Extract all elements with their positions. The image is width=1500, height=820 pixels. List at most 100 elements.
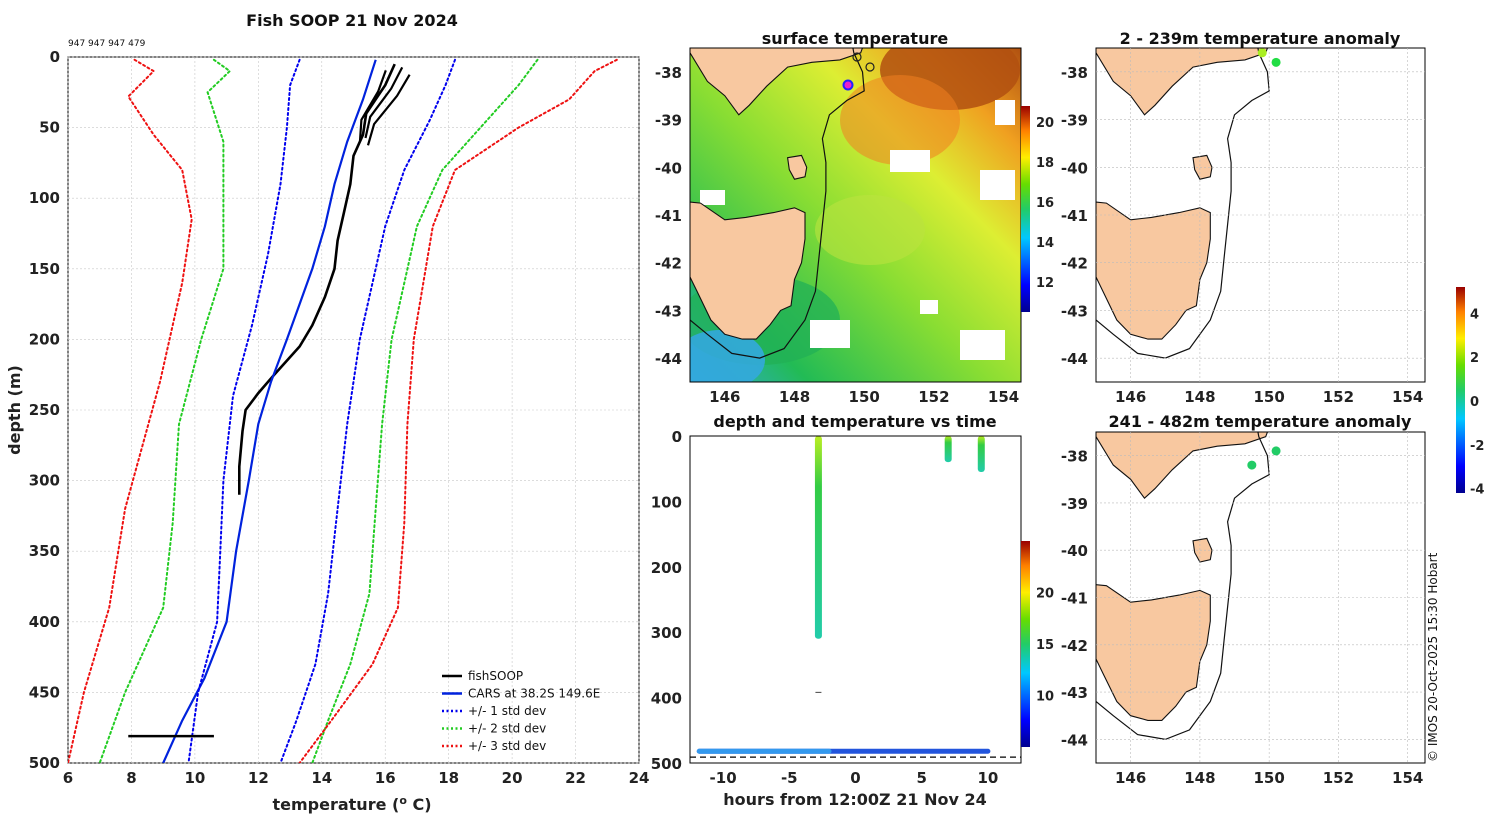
profile-series-3-upper [311, 58, 539, 763]
a1-anomaly-point-1 [1271, 57, 1281, 67]
sst-xtick: 150 [849, 388, 880, 406]
sst-mid-eddy [815, 195, 925, 265]
legend-label-2: +/- 1 std dev [468, 704, 546, 718]
anomaly-colorbar: 4 2 0 -2 -4 [1456, 287, 1484, 498]
sst-warm-eddy [840, 75, 960, 165]
profile-fishsoop-trace-1 [358, 70, 387, 142]
profile-xtick: 10 [184, 769, 205, 787]
a1-anomaly-point-0 [1257, 48, 1267, 58]
sst-xtick: 152 [918, 388, 949, 406]
profile-xtick: 16 [375, 769, 396, 787]
a2-ytick: -42 [1061, 637, 1088, 655]
anomaly-panel-1: 2 - 239m temperature anomaly 146 148 150 15… [1061, 29, 1426, 406]
profile-xlabel: temperature (o C) [272, 794, 431, 814]
sst-ytick: -38 [655, 64, 682, 82]
time-xtick: 5 [916, 769, 926, 787]
time-ytick: 300 [651, 624, 682, 642]
profile-title: Fish SOOP 21 Nov 2024 [246, 11, 458, 30]
time-xtick: 10 [977, 769, 998, 787]
time-cast-0 [814, 436, 822, 639]
credit-text: © IMOS 20-Oct-2025 15:30 Hobart [1426, 552, 1440, 762]
profile-xtick: 18 [438, 769, 459, 787]
sst-cast-marker-2 [865, 62, 875, 72]
a1-ytick: -39 [1061, 112, 1088, 130]
a1-tasmania [1096, 201, 1211, 340]
profile-ytick: 50 [39, 119, 60, 137]
sst-ytick: -42 [655, 255, 682, 273]
sst-xtick: 148 [779, 388, 810, 406]
a1-xtick: 146 [1115, 388, 1146, 406]
time-ytick: 500 [651, 755, 682, 773]
anomaly-colorbar-tick: 0 [1470, 395, 1479, 410]
sst-current-position [842, 79, 854, 91]
profile-xtick: 6 [63, 769, 73, 787]
time-marks [689, 435, 1022, 764]
time-xtick: 0 [850, 769, 860, 787]
time-ytick: 100 [651, 493, 682, 511]
profile-xtick: 22 [565, 769, 586, 787]
sst-tasmania [690, 201, 806, 340]
sst-land [690, 48, 865, 359]
anomaly-panel-2: 241 - 482m temperature anomaly 146 148 150… [1061, 412, 1426, 787]
sst-colorbar: 12 14 16 18 20 [1021, 106, 1054, 312]
sst-ytick: -39 [655, 112, 682, 130]
sst-cloud-gaps [700, 100, 1015, 360]
profile-subtitle: 947 947 947 479 [68, 39, 146, 49]
profile-series-0 [238, 63, 396, 495]
profile-xtick: 12 [248, 769, 269, 787]
a1-xtick: 150 [1254, 388, 1285, 406]
profile-panel: Fish SOOP 21 Nov 2024 947 947 947 479 6 8… [5, 11, 649, 814]
anomaly1-map [1096, 48, 1281, 359]
anomaly2-map [1096, 432, 1281, 741]
a1-shelf-contour [1096, 48, 1270, 359]
anomaly2-title: 241 - 482m temperature anomaly [1109, 412, 1412, 431]
time-ytick: 200 [651, 559, 682, 577]
profile-ytick: 500 [29, 754, 60, 772]
profile-legend: fishSOOP CARS at 38.2S 149.6E +/- 1 std de… [442, 669, 600, 753]
anomaly-colorbar-tick: -4 [1470, 483, 1484, 498]
profile-fishsoop-trace-2 [366, 74, 411, 146]
profile-series-4 [68, 58, 193, 763]
a1-xtick: 152 [1323, 388, 1354, 406]
sst-xtick: 146 [709, 388, 740, 406]
a2-ytick: -40 [1061, 542, 1088, 560]
legend-label-0: fishSOOP [468, 669, 523, 683]
profile-ytick: 150 [29, 260, 60, 278]
a2-xtick: 154 [1392, 769, 1423, 787]
time-plot-area [690, 436, 1021, 763]
a1-xtick: 148 [1184, 388, 1215, 406]
sst-ticks: 146 148 150 152 154 -38 -39 -40 -41 -42 -43 -44 [655, 64, 1019, 406]
sst-cast-marker-1 [852, 52, 862, 62]
a1-ytick: -44 [1061, 350, 1088, 368]
profile-ytick: 400 [29, 613, 60, 631]
sst-title: surface temperature [762, 29, 949, 48]
profile-series-3 [98, 58, 232, 763]
time-colorbar-gradient [1021, 541, 1030, 747]
a2-ytick: -44 [1061, 731, 1088, 749]
a2-anomaly-point-0 [1247, 460, 1257, 470]
profile-xtick: 14 [311, 769, 332, 787]
profile-series [68, 58, 618, 763]
sst-flinders-island [786, 154, 808, 180]
time-depth-panel: depth and temperature vs time -10 -5 0 5 100… [651, 412, 1054, 809]
a2-xtick: 150 [1254, 769, 1285, 787]
a2-ytick: -41 [1061, 590, 1088, 608]
profile-xtick: 24 [629, 769, 650, 787]
sst-ytick: -40 [655, 159, 682, 177]
time-ytick: 400 [651, 690, 682, 708]
time-colorbar-tick: 10 [1036, 690, 1054, 705]
legend-label-3: +/- 2 std dev [468, 722, 546, 736]
time-colorbar-tick: 20 [1036, 587, 1054, 602]
profile-ytick: 250 [29, 401, 60, 419]
sst-ytick: -44 [655, 350, 682, 368]
sst-colorbar-tick: 18 [1036, 156, 1054, 171]
a1-ytick: -40 [1061, 159, 1088, 177]
time-xlabel: hours from 12:00Z 21 Nov 24 [723, 790, 986, 809]
a2-xtick: 148 [1184, 769, 1215, 787]
a2-mainland [1096, 432, 1269, 500]
profile-ytick: 0 [50, 48, 60, 66]
a1-ytick: -42 [1061, 255, 1088, 273]
profile-xtick: 20 [502, 769, 523, 787]
profile-xtick: 8 [126, 769, 136, 787]
